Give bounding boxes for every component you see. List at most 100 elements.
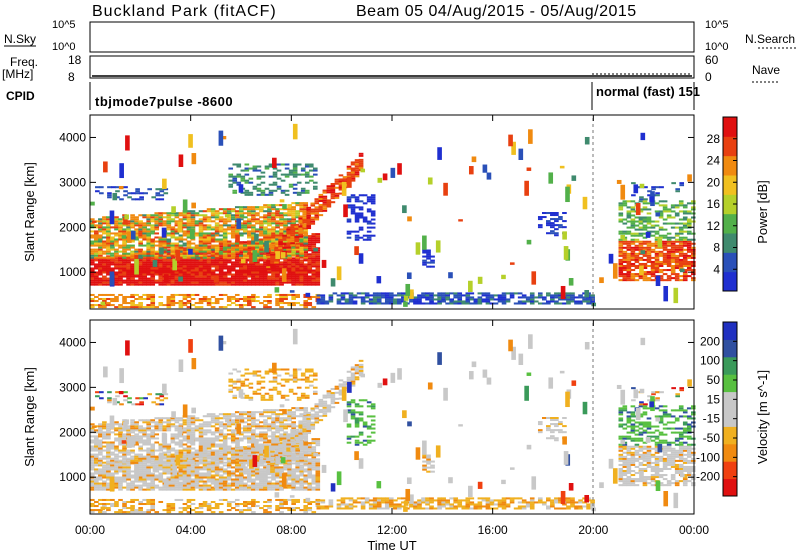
data-cell [150, 238, 156, 241]
data-cell [654, 246, 660, 249]
data-cell [98, 486, 103, 489]
data-cell [222, 293, 228, 296]
data-cell [222, 470, 228, 473]
data-cell [102, 259, 107, 262]
data-cell [177, 221, 183, 233]
data-cell [110, 242, 115, 245]
data-cell [198, 478, 204, 481]
colorbar-tick-label: 4 [713, 262, 720, 276]
data-cell [311, 275, 317, 278]
data-cell [182, 247, 188, 250]
data-cell [206, 208, 212, 211]
data-cell [166, 273, 172, 276]
data-cell [686, 254, 692, 257]
data-cell [354, 230, 360, 233]
data-cell [130, 226, 135, 229]
data-cell [226, 472, 232, 475]
data-cell [102, 431, 107, 434]
data-cell [658, 254, 664, 257]
data-cell [126, 281, 131, 284]
data-cell [158, 236, 164, 239]
data-cell [222, 486, 228, 489]
data-cell [248, 167, 254, 170]
data-cell [287, 474, 292, 477]
data-cell [295, 464, 300, 467]
data-cell [646, 208, 652, 211]
data-cell [154, 279, 160, 282]
data-cell [226, 462, 232, 465]
data-cell [150, 302, 156, 305]
data-cell [114, 455, 119, 458]
data-cell [626, 279, 632, 282]
data-cell [102, 421, 107, 424]
data-cell [662, 222, 668, 225]
data-cell [247, 468, 252, 471]
data-cell [307, 458, 313, 461]
data-cell [190, 464, 196, 467]
data-cell [122, 302, 127, 305]
data-cell [146, 263, 151, 266]
data-cell [350, 177, 356, 180]
data-cell [618, 254, 624, 257]
data-cell [674, 222, 680, 225]
data-cell [98, 273, 103, 276]
data-cell [618, 250, 624, 253]
data-cell [315, 474, 321, 477]
data-cell [243, 275, 248, 278]
data-cell [255, 478, 260, 481]
data-cell [266, 264, 271, 267]
data-cell [354, 171, 360, 174]
data-cell [174, 246, 180, 249]
data-cell [513, 302, 519, 305]
data-cell [178, 250, 184, 253]
data-cell [287, 484, 292, 487]
data-cell [307, 259, 313, 262]
data-cell [634, 234, 640, 237]
data-cell [234, 466, 240, 469]
data-cell [259, 248, 264, 251]
data-cell [521, 302, 527, 305]
data-cell [622, 204, 628, 207]
data-cell [682, 258, 688, 261]
data-cell [263, 256, 268, 259]
data-cell [162, 267, 168, 270]
data-cell [130, 476, 135, 479]
data-cell [310, 212, 316, 215]
data-cell [210, 220, 216, 223]
data-cell [251, 484, 256, 487]
data-cell [94, 453, 99, 456]
data-cell [288, 183, 294, 186]
data-cell [622, 264, 628, 268]
data-cell [429, 302, 434, 305]
data-cell [674, 258, 680, 261]
data-cell [222, 478, 228, 481]
data-cell [232, 189, 238, 192]
data-cell [278, 251, 283, 254]
data-cell [130, 267, 135, 270]
data-cell [150, 279, 156, 282]
data-cell [354, 212, 360, 215]
data-cell [210, 474, 216, 477]
data-cell [658, 252, 664, 255]
data-cell [122, 273, 127, 276]
data-cell [477, 302, 483, 305]
data-cell [134, 279, 139, 282]
data-cell [303, 263, 309, 266]
data-cell [267, 482, 272, 485]
data-cell [570, 296, 575, 299]
data-cell [267, 236, 272, 239]
data-cell [218, 450, 224, 453]
data-cell [287, 275, 292, 278]
data-cell [166, 468, 172, 471]
data-cell [238, 306, 244, 309]
data-cell [102, 461, 107, 464]
data-cell [626, 267, 632, 270]
data-cell [279, 480, 284, 483]
data-cell [106, 218, 111, 221]
data-cell [138, 240, 143, 243]
data-cell [218, 247, 224, 250]
data-cell [170, 480, 176, 483]
data-cell [198, 302, 204, 305]
data-cell [130, 269, 135, 272]
data-cell [658, 226, 664, 229]
